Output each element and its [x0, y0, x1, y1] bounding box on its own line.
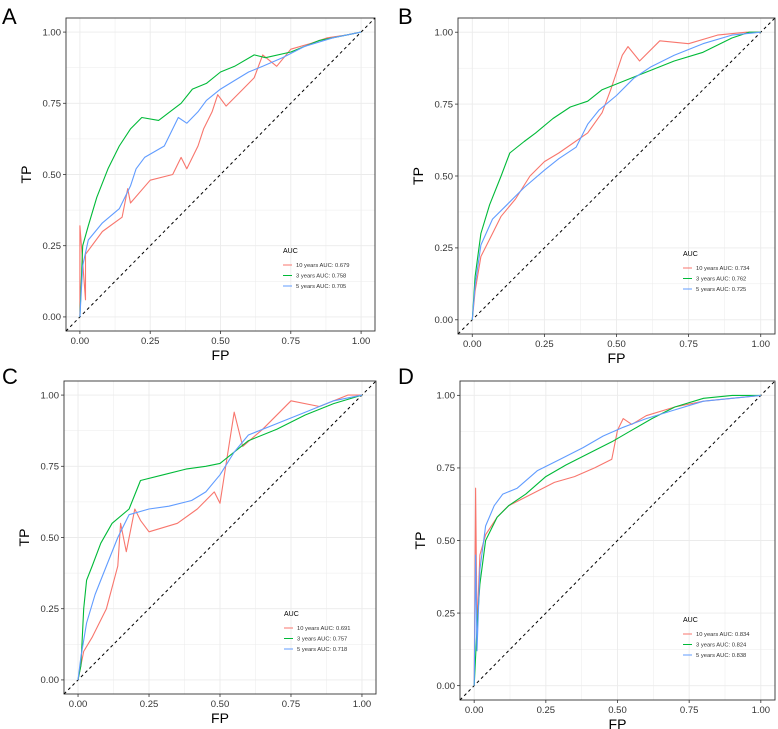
y-tick-label: 0.75	[43, 99, 62, 110]
y-axis-title: TP	[410, 167, 426, 185]
legend-label: 10 years AUC: 0.734	[696, 266, 750, 272]
x-tick-label: 0.75	[282, 699, 301, 710]
y-tick-label: 0.50	[435, 171, 454, 182]
roc-series-1	[473, 394, 761, 686]
legend: AUC 10 years AUC: 0.834 3 years AUC: 0.824…	[683, 617, 750, 659]
y-tick-label: 0.00	[435, 315, 454, 326]
diagonal-reference-line	[65, 17, 376, 332]
roc-series-1	[79, 31, 362, 317]
diagonal-reference-line	[63, 380, 377, 695]
panel-c: C 0.00 0.25 0.50 0.75 1.00 0.00 0.25 0.50 0.75 1.0…	[2, 364, 377, 726]
legend: AUC 10 years AUC: 0.679 3 years AUC: 0.758…	[283, 248, 350, 290]
panel-letter: A	[2, 4, 17, 29]
y-tick-label: 1.00	[43, 27, 62, 38]
legend-label: 3 years AUC: 0.762	[696, 277, 746, 283]
y-tick-label: 0.25	[437, 608, 456, 619]
y-tick-label: 1.00	[41, 390, 60, 401]
roc-series-2	[79, 31, 362, 317]
gridlines	[66, 18, 375, 331]
x-tick-label: 0.00	[69, 699, 88, 710]
x-axis-title: FP	[608, 350, 626, 366]
x-tick-label: 0.25	[537, 705, 556, 716]
y-tick-label: 0.00	[41, 675, 60, 686]
legend-label: 5 years AUC: 0.705	[296, 284, 346, 290]
roc-series-0	[77, 394, 362, 681]
x-axis-title: FP	[211, 710, 229, 726]
legend-label: 3 years AUC: 0.757	[297, 637, 347, 643]
panel-letter: D	[398, 364, 414, 389]
legend-label: 10 years AUC: 0.834	[696, 632, 750, 638]
x-tick-label: 0.50	[607, 339, 626, 350]
y-tick-label: 0.50	[437, 536, 456, 547]
y-tick-label: 0.75	[435, 99, 454, 110]
x-tick-label: 1.00	[352, 336, 371, 347]
legend-label: 10 years AUC: 0.691	[297, 626, 351, 632]
y-tick-label: 0.00	[43, 312, 62, 323]
y-tick-label: 1.00	[437, 391, 456, 402]
panel-letter: B	[398, 4, 413, 29]
y-tick-label: 0.00	[437, 681, 456, 692]
legend-title: AUC	[683, 617, 698, 624]
x-tick-label: 0.25	[535, 339, 554, 350]
legend-label: 10 years AUC: 0.679	[296, 263, 350, 269]
legend-label: 5 years AUC: 0.725	[696, 287, 746, 293]
roc-series-1	[77, 394, 363, 681]
panel-a: A 0.00 0.25 0.50 0.75 1.00 0.00 0.25 0.50 0.75 1.0…	[2, 4, 376, 363]
legend-title: AUC	[683, 251, 698, 258]
y-tick-label: 0.50	[43, 170, 62, 181]
x-tick-label: 1.00	[751, 339, 770, 350]
y-axis-title: TP	[412, 532, 428, 550]
legend-label: 3 years AUC: 0.824	[696, 643, 747, 649]
roc-series-2	[473, 394, 761, 686]
diagonal-reference-line	[459, 380, 776, 701]
y-tick-label: 0.25	[435, 243, 454, 254]
legend: AUC 10 years AUC: 0.734 3 years AUC: 0.762…	[683, 251, 750, 293]
y-tick-label: 0.25	[41, 604, 60, 615]
legend-title: AUC	[284, 611, 299, 618]
diagonal-reference-line	[457, 17, 776, 335]
panel-d: D 0.00 0.25 0.50 0.75 1.00 0.00 0.25 0.50 0.75 1.0…	[398, 364, 776, 729]
x-tick-label: 0.00	[71, 336, 90, 347]
x-tick-label: 0.75	[680, 705, 699, 716]
x-tick-label: 0.50	[211, 699, 230, 710]
y-axis-title: TP	[16, 529, 32, 547]
legend-label: 3 years AUC: 0.758	[296, 274, 346, 280]
x-tick-label: 0.25	[141, 336, 160, 347]
y-tick-label: 0.75	[437, 463, 456, 474]
legend-label: 5 years AUC: 0.838	[696, 653, 746, 659]
legend: AUC 10 years AUC: 0.691 3 years AUC: 0.757…	[284, 611, 351, 653]
roc-series-2	[471, 31, 761, 320]
roc-series-0	[473, 394, 761, 686]
legend-label: 5 years AUC: 0.718	[297, 647, 347, 653]
x-tick-label: 0.00	[463, 339, 482, 350]
y-tick-label: 0.25	[43, 241, 62, 252]
roc-series-0	[471, 31, 761, 320]
x-tick-label: 0.75	[679, 339, 698, 350]
panel-letter: C	[2, 364, 18, 389]
y-tick-label: 1.00	[435, 28, 454, 39]
roc-series-1	[471, 31, 761, 320]
gridlines	[458, 18, 775, 334]
x-tick-label: 0.50	[211, 336, 230, 347]
x-tick-label: 1.00	[752, 705, 771, 716]
y-axis-title: TP	[18, 166, 34, 184]
panel-b: B 0.00 0.25 0.50 0.75 1.00 0.00 0.25 0.50 0.75 1.0…	[398, 4, 776, 366]
x-tick-label: 0.00	[465, 705, 484, 716]
x-tick-label: 1.00	[353, 699, 372, 710]
x-axis-title: FP	[609, 716, 627, 729]
gridlines	[64, 381, 376, 694]
x-tick-label: 0.25	[140, 699, 159, 710]
x-tick-label: 0.75	[282, 336, 301, 347]
legend-title: AUC	[283, 248, 298, 255]
y-tick-label: 0.50	[41, 533, 60, 544]
y-tick-label: 0.75	[41, 462, 60, 473]
x-tick-label: 0.50	[608, 705, 627, 716]
x-axis-title: FP	[212, 347, 230, 363]
roc-series-2	[77, 394, 363, 680]
